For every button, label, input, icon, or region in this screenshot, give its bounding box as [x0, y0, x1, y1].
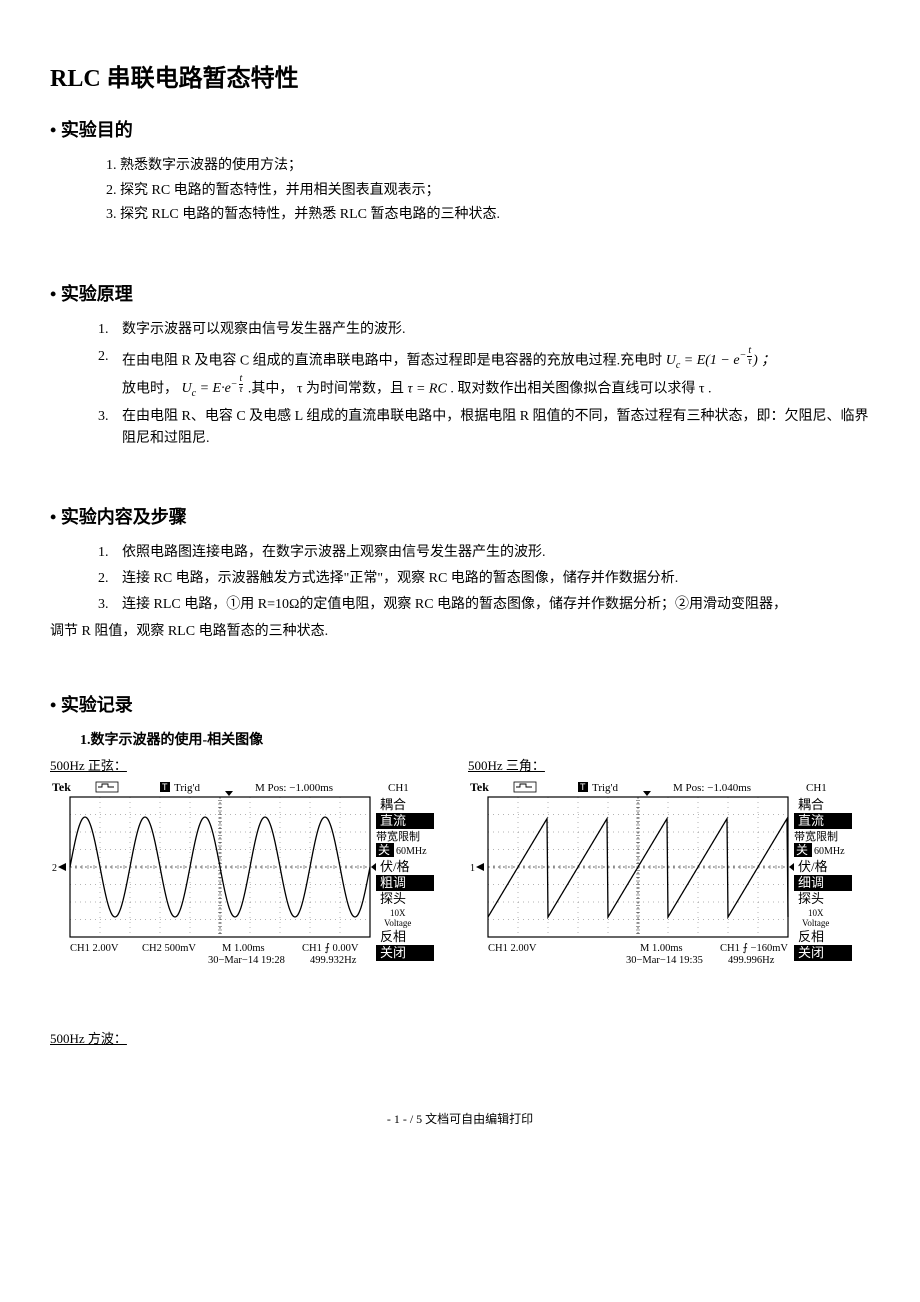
svg-text:T: T [162, 782, 168, 792]
svg-text:探头: 探头 [380, 891, 406, 906]
oscilloscope-sine: Tek T Trig'd M Pos: −1.000ms CH1 2 耦合直流带宽限制关 60… [50, 779, 440, 979]
svg-text:CH1: CH1 [388, 782, 409, 794]
list-number: 2. [98, 346, 122, 368]
oscilloscope-triangle: Tek T Trig'd M Pos: −1.040ms CH1 1 耦合直流带宽限制关 60… [468, 779, 858, 979]
svg-text:10X: 10X [808, 908, 824, 918]
scope-sine-label: 500Hz 正弦： [50, 756, 440, 777]
list-number: 1. [98, 542, 122, 564]
svg-text:M Pos: −1.040ms: M Pos: −1.040ms [673, 782, 751, 794]
svg-text:关: 关 [796, 843, 808, 857]
svg-text:Tek: Tek [470, 780, 489, 794]
svg-text:499.932Hz: 499.932Hz [310, 955, 357, 966]
svg-text:T: T [580, 782, 586, 792]
svg-text:伏/格: 伏/格 [798, 859, 828, 874]
purpose-item: 探究 RC 电路的暂态特性，并用相关图表直观表示； [120, 180, 870, 202]
scope-tri-label: 500Hz 三角： [468, 756, 858, 777]
svg-text:30−Mar−14 19:35: 30−Mar−14 19:35 [626, 955, 703, 966]
svg-text:带宽限制: 带宽限制 [794, 829, 838, 843]
svg-text:Trig'd: Trig'd [174, 782, 201, 794]
svg-text:探头: 探头 [798, 891, 824, 906]
svg-text:CH1 ⨍ 0.00V: CH1 ⨍ 0.00V [302, 942, 359, 954]
page-footer: - 1 - / 5 文档可自由编辑打印 [50, 1110, 870, 1129]
section-principle-heading: 实验原理 [50, 280, 870, 309]
svg-text:耦合: 耦合 [798, 797, 824, 812]
svg-text:30−Mar−14 19:28: 30−Mar−14 19:28 [208, 955, 285, 966]
svg-text:2: 2 [52, 863, 57, 874]
svg-text:关闭: 关闭 [798, 945, 824, 960]
principle-item: 数字示波器可以观察由信号发生器产生的波形. [122, 319, 870, 341]
svg-text:CH1 2.00V: CH1 2.00V [488, 943, 537, 954]
svg-text:伏/格: 伏/格 [380, 859, 410, 874]
svg-text:CH1 2.00V: CH1 2.00V [70, 943, 119, 954]
list-number: 1. [98, 319, 122, 341]
svg-text:Voltage: Voltage [384, 918, 411, 928]
svg-text:细调: 细调 [798, 875, 824, 890]
svg-text:直流: 直流 [380, 813, 406, 828]
records-subheading: 1.数字示波器的使用-相关图像 [80, 730, 870, 752]
svg-text:Tek: Tek [52, 780, 71, 794]
formula-discharge: Uc = E·e−tτ [182, 381, 248, 396]
svg-text:Voltage: Voltage [802, 918, 829, 928]
svg-text:关闭: 关闭 [380, 945, 406, 960]
svg-text:反相: 反相 [798, 929, 824, 944]
svg-text:CH2 500mV: CH2 500mV [142, 943, 196, 954]
procedure-list: 1.依照电路图连接电路，在数字示波器上观察由信号发生器产生的波形. 2.连接 R… [50, 542, 870, 617]
svg-text:带宽限制: 带宽限制 [376, 829, 420, 843]
principle-item: 在由电阻 R 及电容 C 组成的直流串联电路中，暂态过程即是电容器的充放电过程.… [122, 346, 870, 403]
procedure-item-cont: 调节 R 阻值，观察 RLC 电路暂态的三种状态. [50, 621, 870, 643]
svg-text:10X: 10X [390, 908, 406, 918]
section-procedure-heading: 实验内容及步骤 [50, 503, 870, 532]
purpose-item: 熟悉数字示波器的使用方法； [120, 155, 870, 177]
procedure-item: 连接 RLC 电路，①用 R=10Ω的定值电阻，观察 RC 电路的暂态图像，储存… [122, 594, 870, 616]
purpose-item: 探究 RLC 电路的暂态特性，并熟悉 RLC 暂态电路的三种状态. [120, 204, 870, 226]
svg-text:M 1.00ms: M 1.00ms [640, 943, 683, 954]
scope-square-label: 500Hz 方波： [50, 1029, 870, 1050]
section-records-heading: 实验记录 [50, 691, 870, 720]
list-number: 3. [98, 594, 122, 616]
list-number: 3. [98, 406, 122, 428]
svg-text:CH1 ⨍ −160mV: CH1 ⨍ −160mV [720, 942, 788, 954]
page-title: RLC 串联电路暂态特性 [50, 60, 870, 98]
svg-text:直流: 直流 [798, 813, 824, 828]
formula-charge: Uc = E(1 − e−tτ) ； [666, 353, 776, 368]
svg-text:60MHz: 60MHz [814, 846, 845, 857]
svg-text:Trig'd: Trig'd [592, 782, 619, 794]
svg-text:反相: 反相 [380, 929, 406, 944]
svg-text:CH1: CH1 [806, 782, 827, 794]
svg-text:M 1.00ms: M 1.00ms [222, 943, 265, 954]
svg-text:关: 关 [378, 843, 390, 857]
scope-row: 500Hz 正弦： Tek T Trig'd M Pos: −1.000ms CH1 2 耦… [50, 756, 870, 979]
svg-text:1: 1 [470, 863, 475, 874]
formula-tau: τ = RC [407, 381, 446, 396]
svg-text:60MHz: 60MHz [396, 846, 427, 857]
principle-item: 在由电阻 R、电容 C 及电感 L 组成的直流串联电路中，根据电阻 R 阻值的不… [122, 406, 870, 451]
section-purpose-heading: 实验目的 [50, 116, 870, 145]
svg-text:耦合: 耦合 [380, 797, 406, 812]
procedure-item: 连接 RC 电路，示波器触发方式选择"正常"，观察 RC 电路的暂态图像，储存并… [122, 568, 870, 590]
purpose-list: 熟悉数字示波器的使用方法； 探究 RC 电路的暂态特性，并用相关图表直观表示； … [50, 155, 870, 226]
list-number: 2. [98, 568, 122, 590]
principle-list: 1. 数字示波器可以观察由信号发生器产生的波形. 2. 在由电阻 R 及电容 C… [50, 319, 870, 451]
svg-text:499.996Hz: 499.996Hz [728, 955, 775, 966]
svg-text:粗调: 粗调 [380, 875, 406, 890]
svg-text:M Pos: −1.000ms: M Pos: −1.000ms [255, 782, 333, 794]
procedure-item: 依照电路图连接电路，在数字示波器上观察由信号发生器产生的波形. [122, 542, 870, 564]
